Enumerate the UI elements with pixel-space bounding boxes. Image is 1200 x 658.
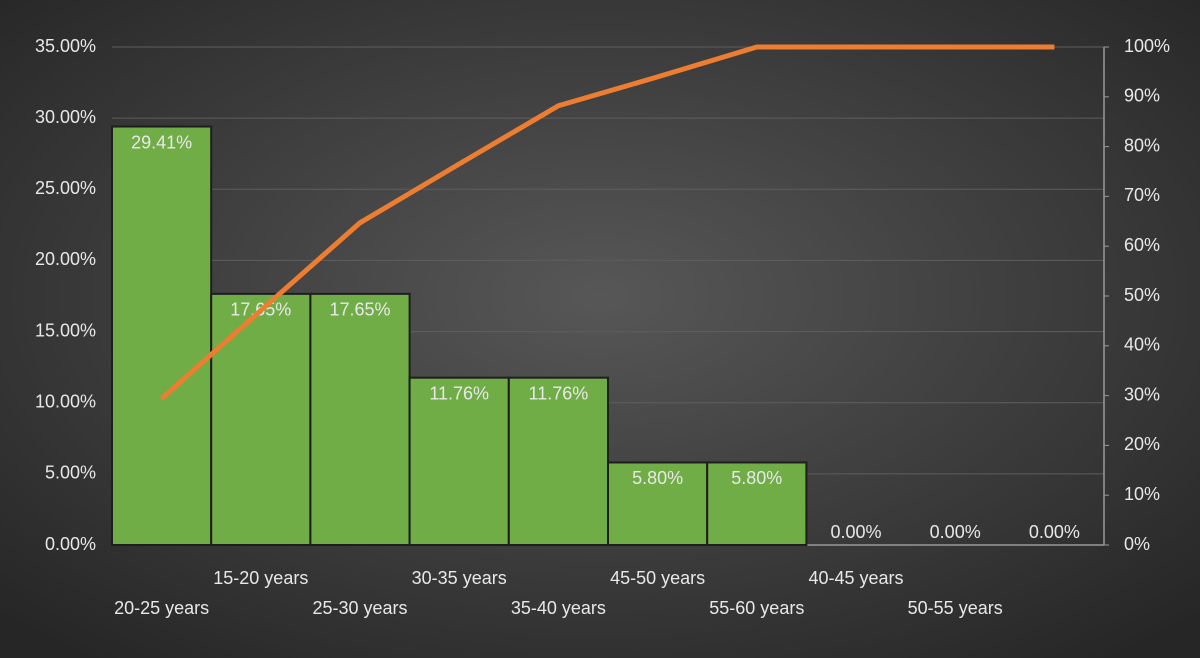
y-tick-label: 25.00%: [35, 178, 96, 198]
y2-tick-label: 10%: [1124, 484, 1160, 504]
y2-tick-label: 80%: [1124, 135, 1160, 155]
y-tick-label: 0.00%: [45, 534, 96, 554]
y2-tick-label: 0%: [1124, 534, 1150, 554]
x-tick-label: 15-20 years: [213, 568, 308, 588]
y-tick-label: 35.00%: [35, 36, 96, 56]
y2-tick-label: 60%: [1124, 235, 1160, 255]
y2-tick-label: 50%: [1124, 285, 1160, 305]
y2-tick-label: 30%: [1124, 384, 1160, 404]
y2-tick-label: 20%: [1124, 434, 1160, 454]
y2-tick-label: 90%: [1124, 86, 1160, 106]
data-label: 5.80%: [632, 468, 683, 488]
data-label: 0.00%: [1029, 522, 1080, 542]
x-tick-label: 25-30 years: [312, 598, 407, 618]
data-label: 5.80%: [731, 468, 782, 488]
x-tick-label: 50-55 years: [908, 598, 1003, 618]
data-label: 11.76%: [429, 383, 489, 403]
y-tick-label: 5.00%: [45, 463, 96, 483]
x-tick-label: 30-35 years: [412, 568, 507, 588]
data-label: 0.00%: [830, 522, 881, 542]
bar: [507, 376, 609, 546]
bar: [210, 292, 312, 547]
x-tick-label: 45-50 years: [610, 568, 705, 588]
y-tick-label: 10.00%: [35, 391, 96, 411]
x-tick-label: 20-25 years: [114, 598, 209, 618]
y-tick-label: 20.00%: [35, 249, 96, 269]
data-label: 29.41%: [131, 132, 192, 152]
y2-tick-label: 100%: [1124, 36, 1170, 56]
data-label: 0.00%: [930, 522, 981, 542]
x-tick-label: 40-45 years: [808, 568, 903, 588]
y2-tick-label: 40%: [1124, 335, 1160, 355]
y-tick-label: 30.00%: [35, 107, 96, 127]
y-tick-label: 15.00%: [35, 320, 96, 340]
bar: [706, 461, 808, 546]
bar: [111, 125, 213, 546]
x-tick-label: 55-60 years: [709, 598, 804, 618]
y2-tick-label: 70%: [1124, 185, 1160, 205]
cumulative-line: [159, 44, 1055, 401]
bar: [408, 376, 510, 546]
data-label: 17.65%: [329, 300, 390, 320]
bar: [309, 292, 411, 547]
data-label: 11.76%: [529, 383, 589, 403]
x-tick-label: 35-40 years: [511, 598, 606, 618]
